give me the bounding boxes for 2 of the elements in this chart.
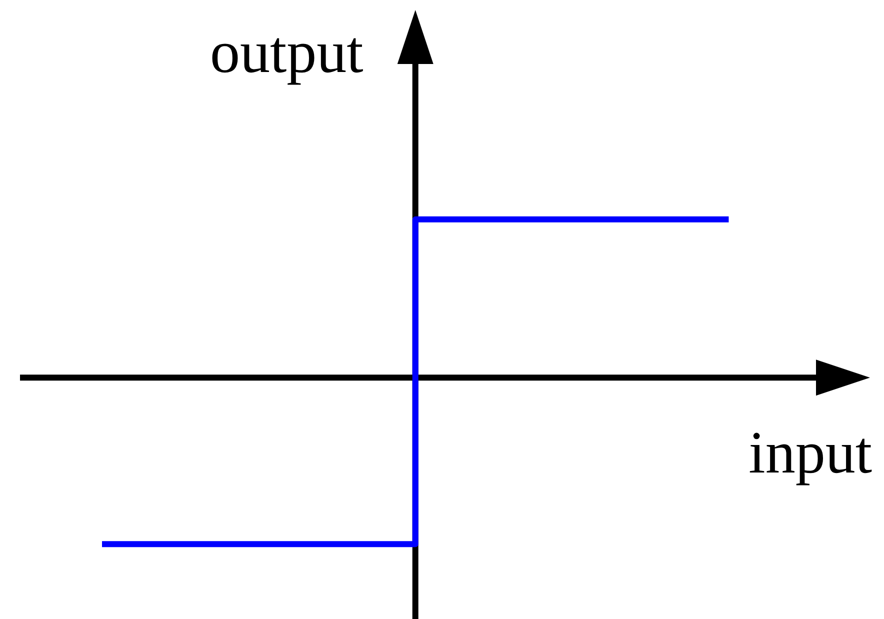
x-axis-title: input: [748, 420, 872, 486]
y-axis-title: output: [210, 19, 364, 85]
